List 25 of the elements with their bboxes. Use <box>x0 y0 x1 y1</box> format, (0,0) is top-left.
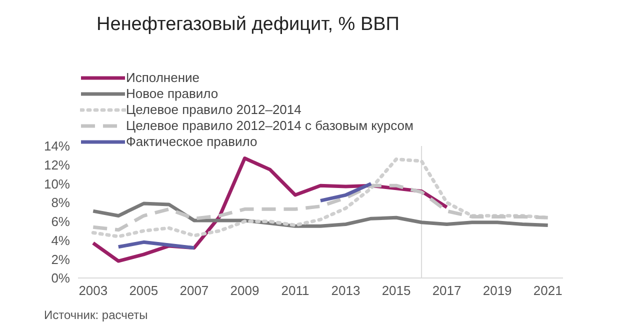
legend-label: Целевое правило 2012–2014 <box>126 102 302 118</box>
x-tick-label: 2011 <box>281 283 310 298</box>
y-tick-label: 6% <box>51 214 70 230</box>
x-tick-label: 2013 <box>331 283 360 298</box>
y-tick-label: 8% <box>51 195 70 210</box>
text: Источник: расчеты <box>44 308 148 322</box>
y-tick-label: 4% <box>51 232 70 248</box>
y-tick-label: 14% <box>44 138 70 154</box>
x-tick-label: 2003 <box>78 283 108 298</box>
legend-label: Целевое правило 2012–2014 с базовым курсом <box>126 118 414 134</box>
x-tick-label: 2021 <box>533 283 562 298</box>
legend-label: Новое правило <box>126 86 218 102</box>
y-tick-label: 12% <box>44 157 70 172</box>
x-tick-label: 2019 <box>482 283 512 298</box>
x-tick-label: 2009 <box>230 283 260 298</box>
y-tick-label: 0% <box>51 270 70 286</box>
x-tick-label: 2005 <box>129 283 158 298</box>
x-tick-label: 2015 <box>382 283 411 298</box>
x-tick-label: 2007 <box>180 283 209 298</box>
y-tick-label: 2% <box>51 252 70 267</box>
x-tick-label: 2017 <box>432 283 462 298</box>
y-tick-label: 10% <box>44 176 70 192</box>
chart-title: Ненефтегазовый дефицит, % ВВП <box>96 14 400 36</box>
legend-label: Фактическое правило <box>126 134 258 150</box>
legend-label: Исполнение <box>126 70 200 86</box>
